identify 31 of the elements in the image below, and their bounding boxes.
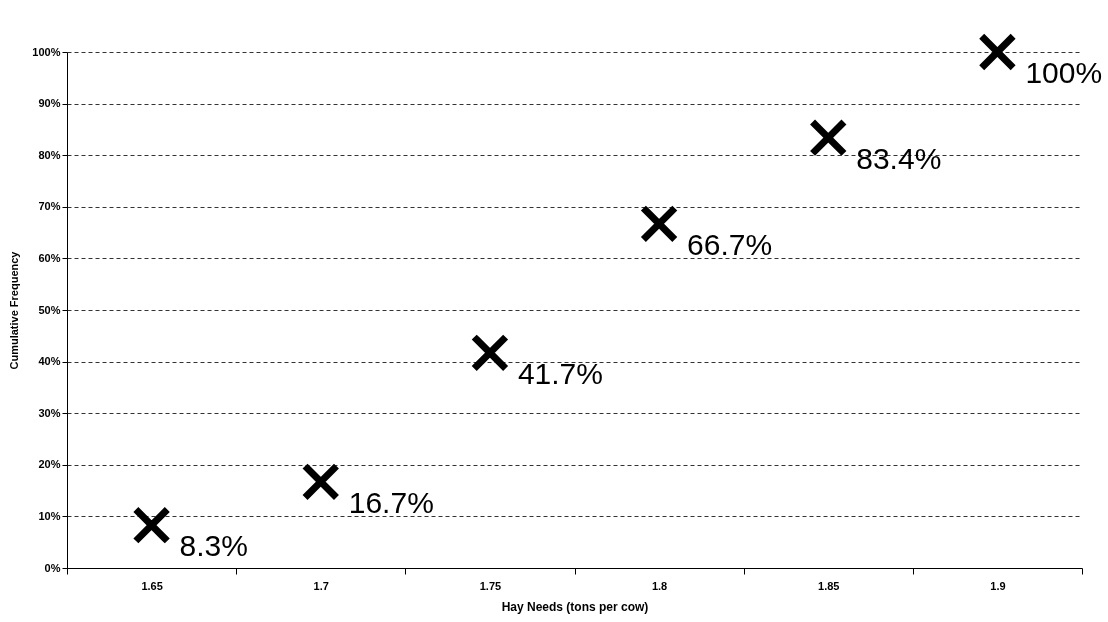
y-tick-label: 0% [44,561,61,574]
x-tick-label: 1.65 [141,579,163,592]
x-tick-label: 1.85 [818,579,840,592]
y-tick-label: 60% [38,251,61,264]
y-tick-label: 40% [38,355,61,368]
point [642,207,676,241]
point [980,35,1015,69]
y-tick-label: 80% [38,148,61,161]
y-tick-label: 10% [38,509,61,522]
x-tick-label: 1.75 [479,579,502,592]
x-tick-label: 1.7 [313,579,329,592]
data-label: 8.3% [179,529,248,563]
point [811,120,845,155]
data-label: 100% [1025,56,1103,89]
y-tick-label: 70% [38,200,61,213]
data-label: 16.7% [348,485,434,519]
y-tick-label: 20% [38,458,61,471]
y-axis-title: Cumulative Frequency [8,250,21,370]
y-tick-label: 100% [32,45,61,58]
point [304,465,338,499]
x-tick-label: 1.9 [990,579,1006,592]
point [473,336,507,370]
y-tick-label: 30% [38,406,61,419]
x-tick-label: 1.8 [651,579,668,592]
y-tick-label: 50% [38,303,61,316]
data-label: 66.7% [687,227,773,261]
data-label: 41.7% [517,356,603,390]
x-axis-title: Hay Needs (tons per cow) [501,599,649,614]
y-tick-label: 90% [38,97,61,110]
point [134,508,169,542]
data-label: 83.4% [856,141,942,175]
